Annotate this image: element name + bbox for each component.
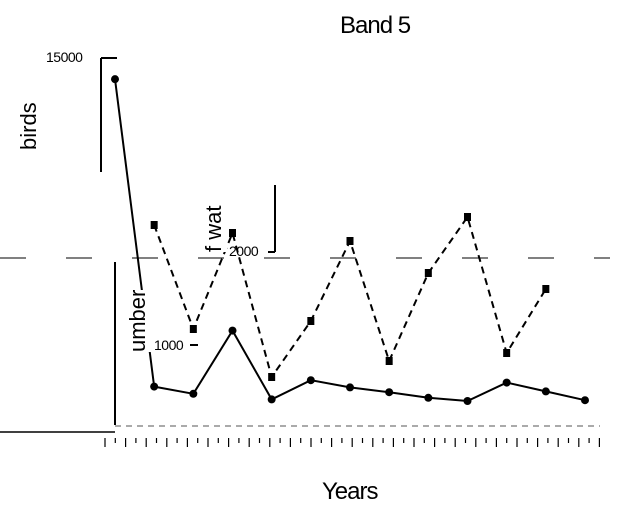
data-point [502,378,511,387]
x-axis-ticks [104,438,601,447]
data-point [541,387,550,396]
data-point [267,395,276,404]
data-point [385,388,394,397]
y-tick-15000: 15000 [46,49,83,65]
y-axis-label-number: umber [125,289,151,352]
data-point [424,269,432,277]
data-point [503,349,511,357]
data-point [385,357,393,365]
series-circle-markers [111,75,589,405]
data-point [424,393,433,402]
data-point [307,317,315,325]
data-point [542,285,550,293]
data-point [189,325,197,333]
chart-title: Band 5 [340,12,411,39]
data-point [150,221,158,229]
data-point [268,373,276,381]
data-point [111,75,119,84]
data-point [464,213,471,221]
y-tick-1000: 1000 [154,337,184,353]
data-point [306,376,315,385]
data-point [150,382,159,391]
y-tick-2000: 2000 [229,243,259,259]
data-point [228,326,237,335]
data-point [346,383,354,392]
y-axis-label-birds: birds [16,102,41,150]
data-point [189,389,198,398]
data-point [581,396,589,405]
data-point [463,397,472,405]
data-point [346,237,354,245]
series-square-markers [150,213,550,381]
x-axis-label: Years [322,478,378,505]
y-axis-label-water: f wat [201,205,227,252]
data-point [229,229,236,237]
